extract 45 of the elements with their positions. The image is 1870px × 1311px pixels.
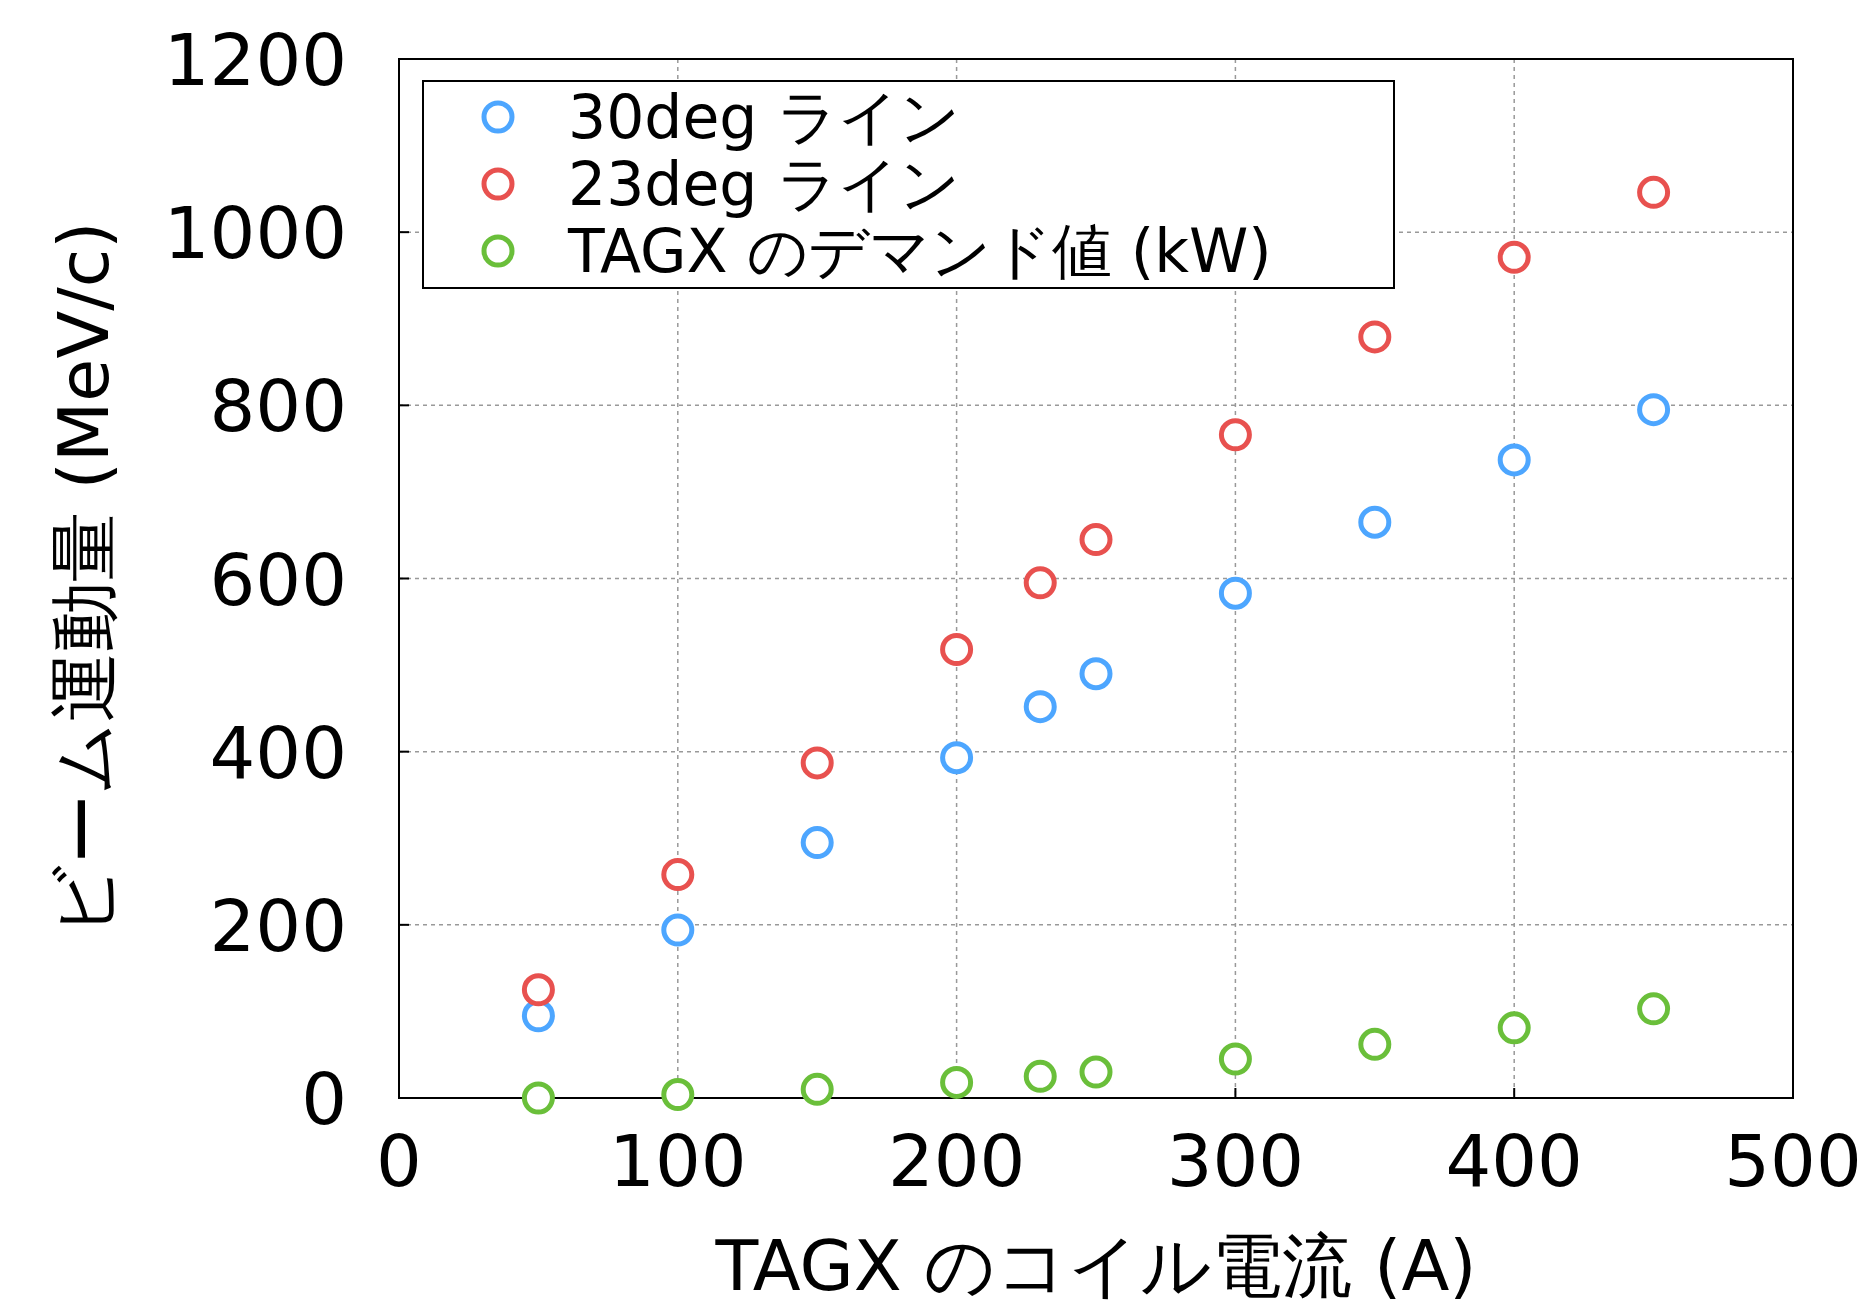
x-tick-label: 300	[1166, 1119, 1305, 1203]
point	[1079, 1055, 1113, 1089]
point	[940, 741, 974, 775]
y-tick-label: 1200	[163, 18, 347, 102]
legend-label: 30deg ライン	[568, 82, 960, 152]
point	[940, 633, 974, 666]
point	[800, 1072, 834, 1106]
point	[1637, 992, 1671, 1026]
x-tick-label: 200	[887, 1119, 1026, 1203]
point	[1637, 175, 1671, 209]
point	[1637, 393, 1671, 427]
y-tick-label: 200	[209, 883, 347, 968]
x-tick-label: 100	[609, 1119, 747, 1203]
point	[1079, 523, 1113, 557]
y-tick-label: 0	[301, 1057, 347, 1141]
point	[1358, 505, 1392, 539]
y-tick-label: 1000	[163, 191, 347, 276]
point	[800, 746, 834, 780]
x-axis-title: TAGX のコイル電流 (A)	[714, 1225, 1477, 1307]
point	[940, 1065, 974, 1099]
point	[1218, 576, 1252, 610]
point	[661, 858, 695, 892]
point	[1358, 1027, 1392, 1061]
point	[1079, 657, 1113, 691]
x-tick-label: 500	[1724, 1119, 1862, 1203]
point	[1497, 443, 1531, 477]
point	[1497, 240, 1531, 274]
point	[521, 973, 555, 1007]
point	[1023, 690, 1057, 724]
y-tick-label: 600	[209, 537, 347, 622]
point	[1218, 1042, 1252, 1076]
point	[521, 1081, 555, 1115]
y-tick-label: 800	[209, 364, 347, 449]
point	[661, 913, 695, 947]
point	[661, 1078, 695, 1112]
x-tick-label: 0	[376, 1119, 422, 1203]
point	[1218, 418, 1252, 452]
point	[800, 826, 834, 860]
y-axis-title: ビーム運動量 (MeV/c)	[43, 221, 125, 936]
point	[1358, 320, 1392, 354]
y-tick-label: 400	[209, 710, 347, 795]
point	[1023, 1059, 1057, 1093]
point	[1023, 566, 1057, 600]
point	[1497, 1011, 1531, 1045]
x-tick-label: 400	[1445, 1119, 1583, 1203]
